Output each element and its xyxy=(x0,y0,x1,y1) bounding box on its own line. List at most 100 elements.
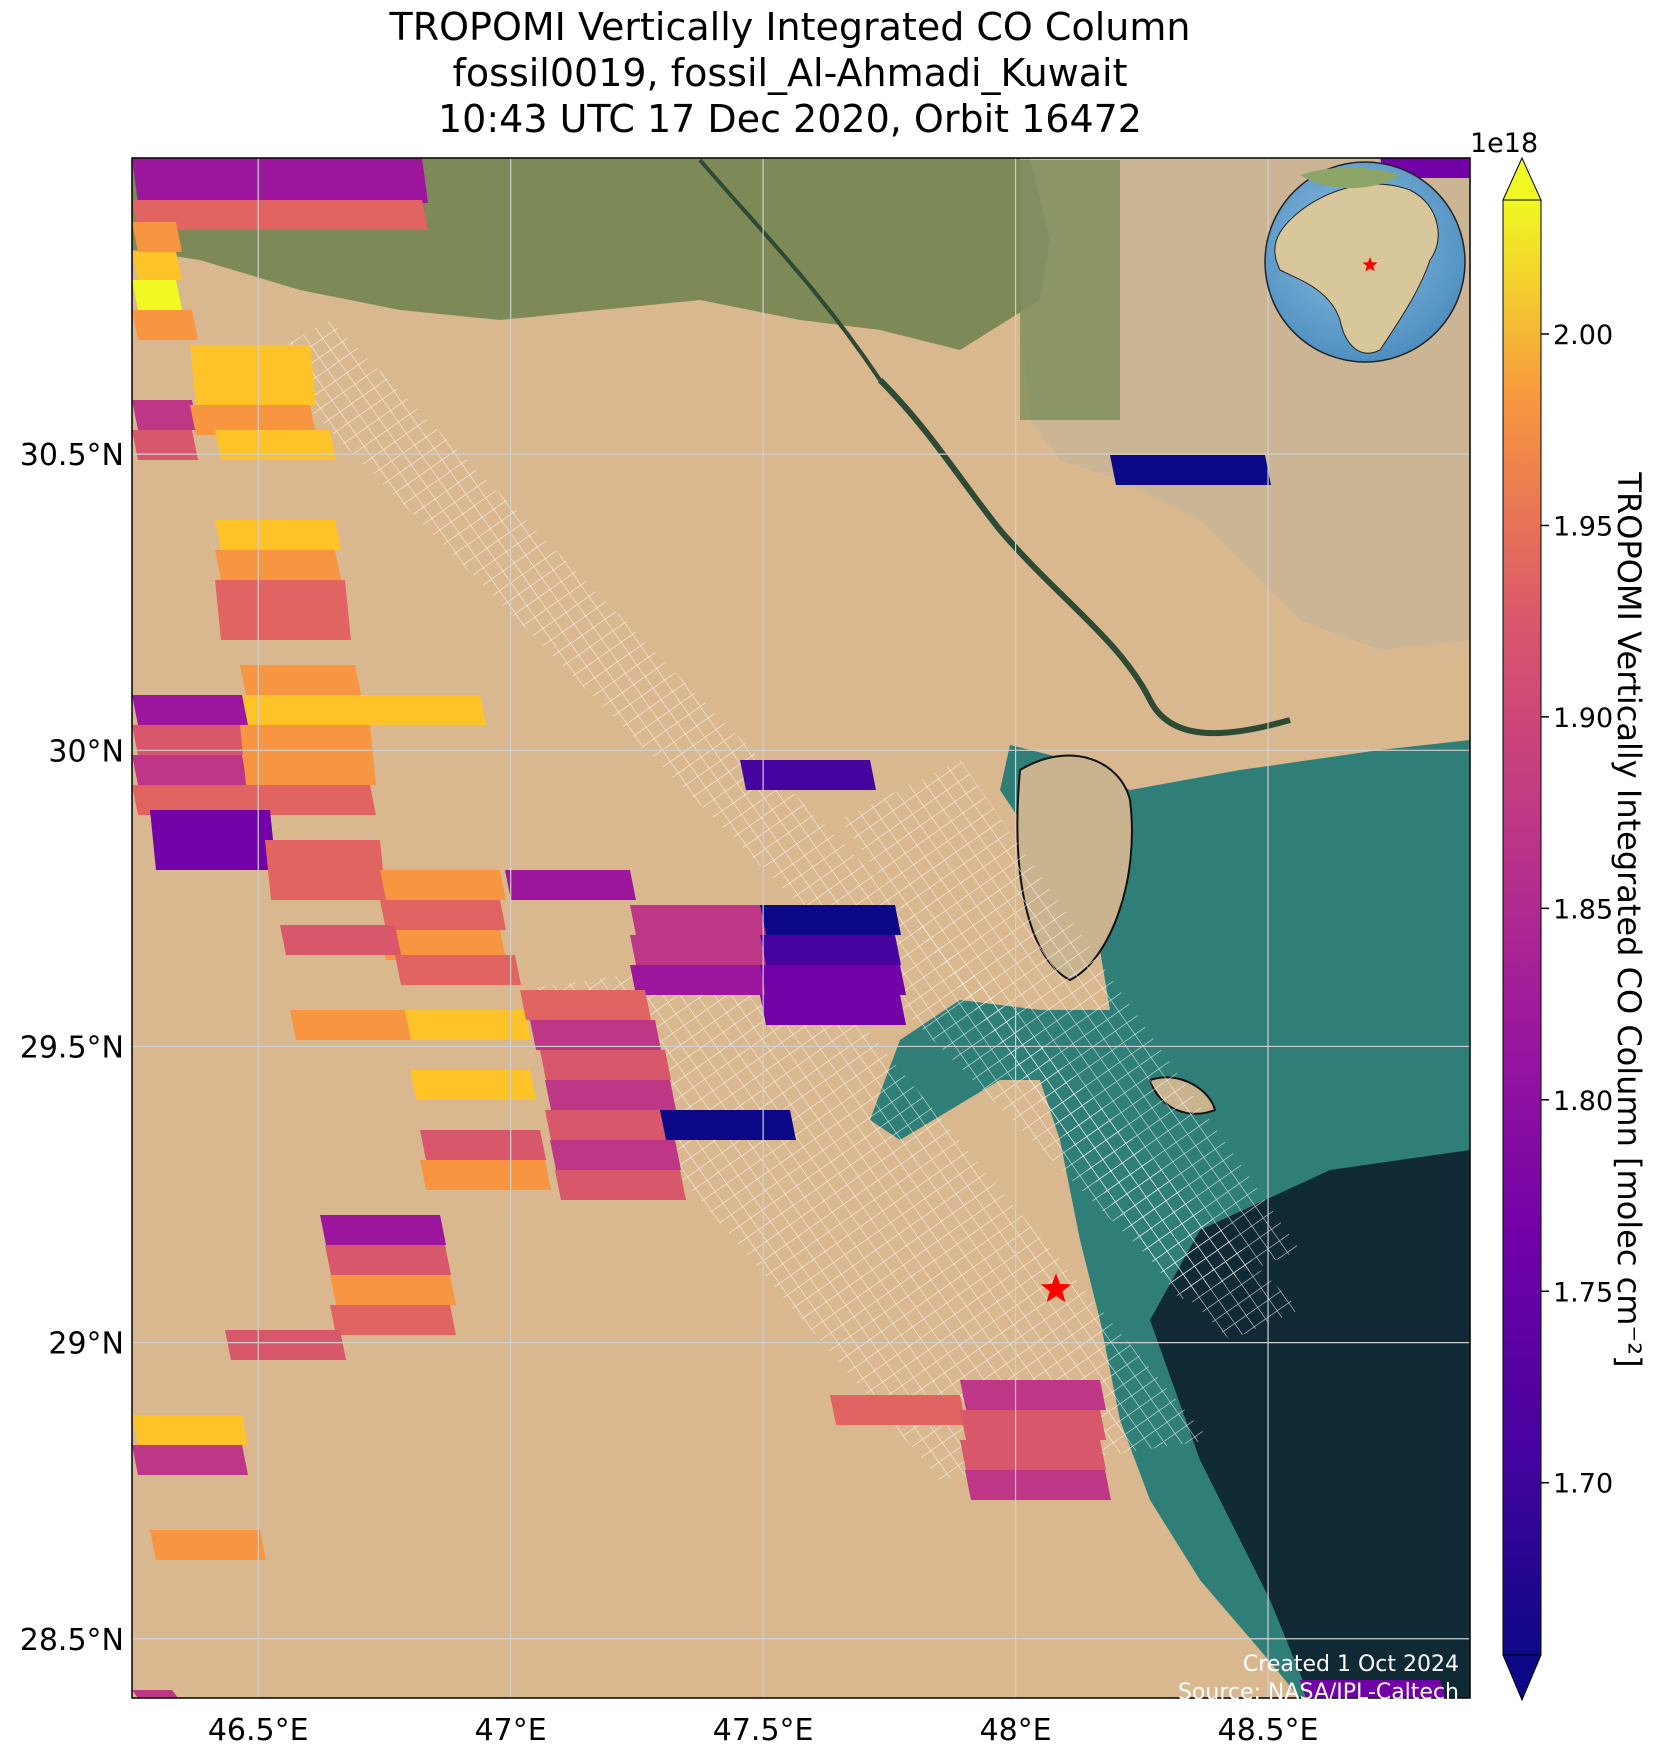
map-gridlines xyxy=(132,158,1470,1698)
river-channel xyxy=(698,158,882,382)
co-pixel xyxy=(630,965,771,995)
colorbar-tick-label: 1.90 xyxy=(1553,703,1613,734)
colorbar-tick-label: 2.00 xyxy=(1553,320,1613,351)
co-pixel xyxy=(132,725,248,755)
co-pixel xyxy=(420,1130,546,1160)
co-pixel xyxy=(380,900,506,930)
colorbar-tick-label: 1.95 xyxy=(1553,511,1613,542)
lon-tick-label: 48°E xyxy=(980,1713,1052,1748)
co-pixel xyxy=(380,870,506,900)
co-pixel xyxy=(325,1245,451,1275)
map-panel[interactable] xyxy=(132,158,1476,1698)
colorbar-max-extend xyxy=(1502,156,1542,201)
co-pixel xyxy=(215,520,341,550)
colorbar-gradient xyxy=(1502,199,1542,1656)
co-pixel xyxy=(132,1445,248,1475)
co-pixel xyxy=(240,695,486,725)
co-pixel xyxy=(630,935,766,965)
title-line-3: 10:43 UTC 17 Dec 2020, Orbit 16472 xyxy=(438,97,1142,141)
co-pixel xyxy=(225,1330,346,1360)
co-pixel xyxy=(132,785,248,815)
credit-source: Source: NASA/JPL-Caltech xyxy=(1177,1680,1459,1705)
co-pixel xyxy=(1110,455,1271,485)
co-pixel xyxy=(410,1070,536,1100)
colorbar-multiplier: 1e18 xyxy=(1470,128,1538,159)
co-pixel xyxy=(630,905,766,935)
co-pixel xyxy=(132,1690,178,1698)
co-pixel xyxy=(290,1010,411,1040)
globe-star-icon xyxy=(1362,257,1378,272)
co-pixel xyxy=(520,990,651,1020)
co-pixel xyxy=(215,580,351,640)
co-pixel xyxy=(330,1305,456,1335)
lon-tick-label: 48.5°E xyxy=(1218,1713,1319,1748)
map-frame xyxy=(131,157,1471,1699)
lat-tick-label: 30.5°N xyxy=(20,438,124,473)
lat-tick-label: 30°N xyxy=(48,734,124,769)
lat-tick-label: 29°N xyxy=(48,1327,124,1362)
title-line-2: fossil0019, fossil_Al-Ahmadi_Kuwait xyxy=(452,51,1128,95)
tropomi-swath-outline xyxy=(260,320,1300,1480)
co-pixel xyxy=(740,760,876,790)
co-pixel xyxy=(280,925,401,955)
co-pixel xyxy=(830,1395,966,1425)
colorbar-tick-label: 1.70 xyxy=(1553,1469,1613,1500)
co-pixel xyxy=(132,280,182,310)
co-pixel xyxy=(240,785,376,815)
co-pixel xyxy=(215,430,336,460)
co-pixel xyxy=(132,695,248,725)
globe-vegetation xyxy=(1300,167,1400,189)
co-pixel xyxy=(505,870,636,900)
co-pixel xyxy=(395,955,521,985)
globe-landmass xyxy=(1274,183,1439,354)
colorbar-tick-label: 1.75 xyxy=(1553,1277,1613,1308)
co-column-pixels xyxy=(132,158,1470,1698)
credit-created: Created 1 Oct 2024 xyxy=(1242,1652,1459,1677)
co-pixel xyxy=(530,1020,661,1050)
co-pixel xyxy=(132,1415,248,1445)
title-line-1: TROPOMI Vertically Integrated CO Column xyxy=(389,5,1191,49)
shatt-al-arab-river xyxy=(877,377,1291,737)
co-pixel xyxy=(405,1010,531,1040)
site-star-icon xyxy=(1040,1273,1072,1303)
colorbar-ticks: 2.00 1.95 1.90 1.85 1.80 1.75 1.70 xyxy=(1541,320,1613,1500)
co-pixel xyxy=(320,1215,446,1245)
co-pixel xyxy=(190,405,316,435)
co-pixel xyxy=(960,1380,1106,1410)
co-pixel xyxy=(132,430,198,460)
co-pixel xyxy=(132,200,428,230)
lat-tick-label: 28.5°N xyxy=(20,1623,124,1658)
co-pixel xyxy=(555,1170,686,1200)
co-pixel xyxy=(380,930,506,960)
co-pixel xyxy=(660,1110,796,1140)
co-pixel xyxy=(215,550,341,580)
co-pixel xyxy=(550,1140,681,1170)
co-pixel xyxy=(132,222,182,252)
co-pixel xyxy=(150,810,276,870)
globe-site-star-icon xyxy=(1362,257,1378,272)
co-pixel xyxy=(965,1470,1111,1500)
co-pixel xyxy=(132,755,248,785)
farmland-area xyxy=(1020,160,1120,420)
colorbar: 2.00 1.95 1.90 1.85 1.80 1.75 1.70 1e18 TROPOM… xyxy=(1470,128,1648,1702)
co-pixel xyxy=(760,965,906,995)
co-pixel xyxy=(760,995,906,1025)
co-pixel xyxy=(265,840,386,900)
co-pixel xyxy=(420,1160,551,1190)
co-pixel xyxy=(545,1110,676,1140)
co-pixel xyxy=(190,345,316,405)
colorbar-tick-label: 1.80 xyxy=(1553,1086,1613,1117)
co-pixel xyxy=(545,1080,676,1110)
co-pixel xyxy=(132,400,198,430)
co-pixel xyxy=(240,665,361,695)
co-pixel xyxy=(150,1530,266,1560)
lon-tick-label: 47.5°E xyxy=(713,1713,814,1748)
co-pixel xyxy=(760,935,901,965)
co-pixel xyxy=(330,1275,456,1305)
co-pixel xyxy=(1300,1680,1446,1698)
lon-tick-label: 46.5°E xyxy=(208,1713,309,1748)
axis-tick-labels: 46.5°E 47°E 47.5°E 48°E 48.5°E 30.5°N 30°N 29.5… xyxy=(20,438,1319,1748)
inset-globe xyxy=(1264,161,1466,363)
co-pixel xyxy=(540,1050,671,1080)
